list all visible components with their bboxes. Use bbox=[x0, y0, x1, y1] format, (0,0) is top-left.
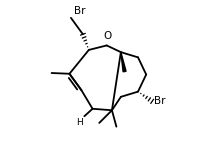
Text: H: H bbox=[76, 118, 82, 127]
Polygon shape bbox=[120, 52, 125, 72]
Text: O: O bbox=[103, 31, 111, 41]
Text: Br: Br bbox=[154, 96, 165, 106]
Text: Br: Br bbox=[74, 6, 85, 16]
